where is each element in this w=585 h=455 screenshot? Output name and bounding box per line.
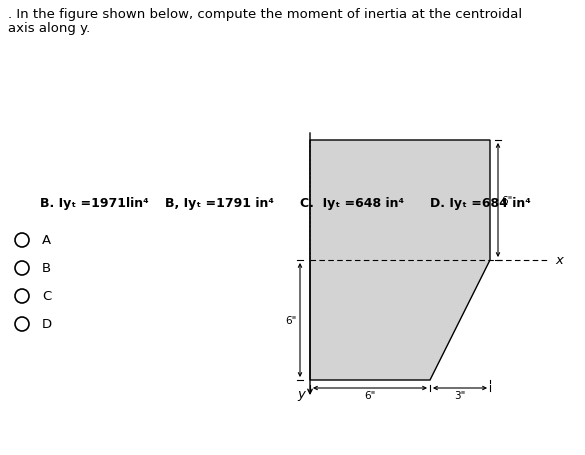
Text: B, Iyₜ =1791 in⁴: B, Iyₜ =1791 in⁴ <box>165 196 274 209</box>
Text: 6": 6" <box>501 196 512 206</box>
Text: 3": 3" <box>455 390 466 400</box>
Text: y: y <box>297 387 305 400</box>
Text: D. Iyₜ =684 in⁴: D. Iyₜ =684 in⁴ <box>430 196 531 209</box>
Text: x: x <box>555 254 563 267</box>
Text: . In the figure shown below, compute the moment of inertia at the centroidal: . In the figure shown below, compute the… <box>8 8 522 21</box>
Text: B. Iyₜ =1971lin⁴: B. Iyₜ =1971lin⁴ <box>40 196 149 209</box>
Text: A: A <box>42 234 51 247</box>
Text: D: D <box>42 318 52 331</box>
Text: axis along y.: axis along y. <box>8 22 90 35</box>
Text: 6": 6" <box>285 315 297 325</box>
Polygon shape <box>310 141 490 380</box>
Text: C.  Iyₜ =648 in⁴: C. Iyₜ =648 in⁴ <box>300 196 404 209</box>
Text: B: B <box>42 262 51 275</box>
Text: 6": 6" <box>364 390 376 400</box>
Text: C: C <box>42 290 51 303</box>
